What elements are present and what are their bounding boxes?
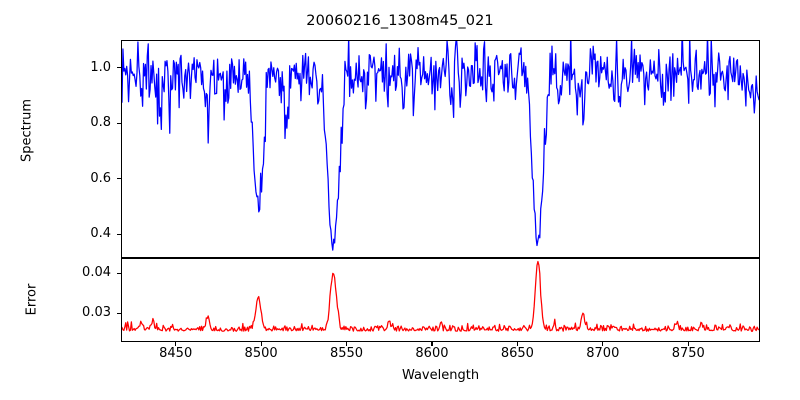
- y-tick-mark: [117, 233, 121, 235]
- y-tick-mark: [117, 178, 121, 180]
- spectrum-plot-area: [121, 40, 760, 258]
- x-axis-label: Wavelength: [401, 368, 480, 383]
- error-plot-area: [121, 258, 760, 342]
- x-tick-label: 8550: [329, 346, 364, 361]
- y-tick-label: 0.6: [90, 170, 111, 186]
- y-tick-mark: [117, 122, 121, 124]
- x-tick-mark: [516, 342, 518, 346]
- y-tick-mark: [117, 272, 121, 274]
- y-tick-mark: [117, 312, 121, 314]
- spectrum-y-axis-label: Spectrum: [19, 99, 35, 162]
- x-tick-mark: [175, 342, 177, 346]
- error-line-series: [122, 259, 759, 341]
- x-tick-label: 8750: [671, 346, 705, 361]
- y-tick-label: 0.03: [82, 305, 111, 321]
- x-tick-label: 8600: [415, 346, 449, 361]
- y-tick-label: 0.8: [90, 115, 111, 131]
- spectrum-line-series: [122, 41, 759, 257]
- x-tick-label: 8500: [244, 346, 278, 361]
- x-tick-label: 8450: [159, 346, 193, 361]
- x-tick-label: 8700: [586, 346, 620, 361]
- y-tick-label: 0.4: [90, 226, 111, 242]
- x-tick-mark: [602, 342, 604, 346]
- y-tick-label: 0.04: [82, 265, 111, 281]
- error-y-axis-label: Error: [24, 283, 40, 316]
- y-tick-label: 1.0: [90, 59, 111, 75]
- x-tick-mark: [431, 342, 433, 346]
- x-tick-mark: [345, 342, 348, 346]
- x-tick-mark: [260, 342, 262, 346]
- y-tick-mark: [117, 67, 121, 69]
- x-tick-mark: [687, 342, 689, 346]
- x-tick-label: 8650: [500, 346, 534, 361]
- figure-title: 20060216_1308m45_021: [306, 13, 494, 29]
